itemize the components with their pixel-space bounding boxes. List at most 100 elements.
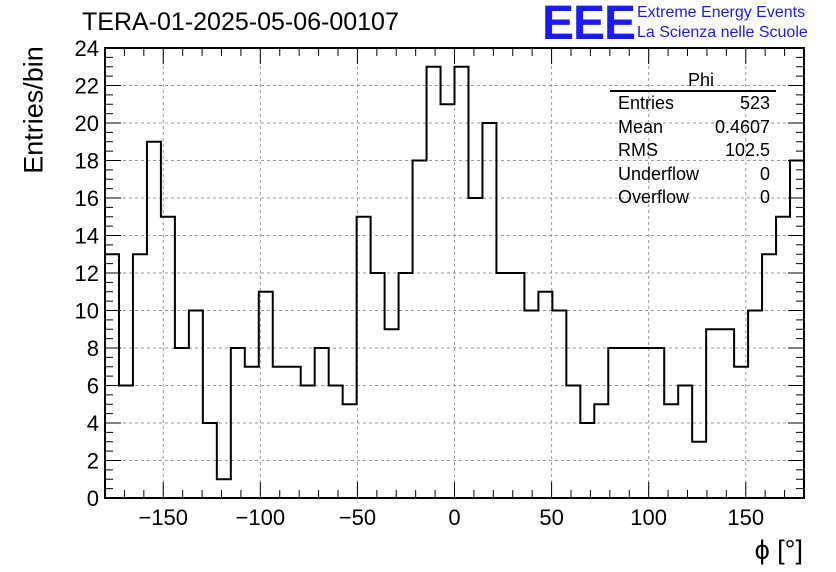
histogram-bin: [441, 104, 455, 498]
chart-title: TERA-01-2025-05-06-00107: [82, 8, 399, 36]
y-tick-label: 10: [75, 299, 99, 324]
y-tick-label: 2: [87, 449, 99, 474]
stats-row: Underflow 0: [610, 163, 776, 187]
y-tick-label: 24: [75, 36, 99, 61]
x-axis-label: ϕ [°]: [754, 535, 803, 565]
histogram-bin: [482, 123, 496, 498]
stats-title: Phi: [610, 70, 776, 92]
y-tick-label: 12: [75, 261, 99, 286]
y-tick-label: 20: [75, 111, 99, 136]
stats-label: Overflow: [618, 187, 690, 207]
histogram-bin: [552, 311, 566, 499]
histogram-bin: [175, 348, 189, 498]
histogram-bin: [720, 329, 734, 498]
histogram-bin: [706, 329, 720, 498]
histogram-bin: [203, 423, 217, 498]
stats-value: 0.4607: [714, 116, 770, 137]
y-tick-label: 14: [75, 224, 99, 249]
histogram-bin: [608, 348, 622, 498]
x-tick-label: −50: [339, 505, 376, 530]
histogram-bin: [385, 329, 399, 498]
histogram-bin: [245, 367, 259, 498]
stats-value: 0: [759, 187, 770, 207]
y-tick-label: 0: [87, 486, 99, 511]
histogram-bin: [273, 367, 287, 498]
histogram-bin: [301, 386, 315, 499]
histogram-bin: [147, 142, 161, 498]
histogram-bin: [231, 348, 245, 498]
stats-value: 523: [739, 93, 770, 113]
histogram-bin: [315, 348, 329, 498]
histogram-bin: [287, 367, 301, 498]
histogram-bin: [133, 254, 147, 498]
x-tick-label: −150: [138, 505, 188, 530]
logo-caption: Extreme Energy Events La Scienza nelle S…: [637, 3, 808, 43]
histogram-bin: [790, 161, 804, 499]
axis-ticks: [105, 47, 804, 499]
histogram-bin: [468, 198, 482, 498]
stats-label: Underflow: [618, 163, 700, 184]
x-tick-label: 100: [630, 505, 667, 530]
histogram-bin: [650, 348, 664, 498]
histogram-bin: [496, 273, 510, 498]
histogram-bin: [399, 273, 413, 498]
histogram-bin: [161, 217, 175, 498]
x-tick-label: 150: [727, 505, 764, 530]
y-tick-label: 8: [87, 336, 99, 361]
y-tick-label: 6: [87, 374, 99, 399]
x-tick-label: −100: [236, 505, 286, 530]
stats-value: 0: [759, 163, 770, 184]
stats-value: 102.5: [724, 140, 770, 160]
histogram-bin: [538, 292, 552, 498]
y-tick-label: 16: [75, 186, 99, 211]
histogram-bin: [524, 311, 538, 499]
histogram-bin: [622, 348, 636, 498]
stats-row: Mean 0.4607: [610, 116, 776, 140]
histogram-bin: [343, 404, 357, 498]
stats-label: RMS: [618, 140, 658, 160]
histogram-bin: [762, 254, 776, 498]
logo-caption-line2: La Scienza nelle Scuole: [637, 24, 808, 41]
stats-label: Mean: [618, 116, 664, 137]
histogram-bin: [357, 217, 371, 498]
histogram-bin: [664, 404, 678, 498]
stats-row: RMS 102.5: [610, 139, 776, 163]
x-tick-label: 50: [539, 505, 563, 530]
histogram-bin: [566, 386, 580, 499]
histogram-bin: [119, 386, 133, 499]
histogram-bin: [692, 442, 706, 498]
histogram-bin: [594, 404, 608, 498]
histogram-bin: [734, 367, 748, 498]
histogram-bin: [580, 423, 594, 498]
stats-rows: Entries 523 Mean 0.4607 RMS 102.5 Underflow 0 Ov…: [610, 92, 776, 210]
histogram-outline: [105, 65, 804, 481]
stats-row: Overflow 0: [610, 186, 776, 210]
histogram-bin: [105, 254, 119, 498]
stats-label: Entries: [618, 93, 675, 113]
histogram-bins: [105, 65, 804, 499]
histogram-bin: [455, 67, 469, 498]
histogram-bin: [189, 311, 203, 499]
histogram-bin: [636, 348, 650, 498]
histogram-bin: [427, 67, 441, 498]
y-tick-label: 22: [75, 74, 99, 99]
logo-caption-line1: Extreme Energy Events: [637, 4, 806, 21]
stats-row: Entries 523: [610, 92, 776, 116]
histogram-bin: [259, 292, 273, 498]
plot-frame: [104, 47, 805, 499]
y-tick-label: 18: [75, 149, 99, 174]
histogram-bin: [217, 479, 231, 498]
x-tick-label: 0: [448, 505, 460, 530]
histogram-bin: [371, 273, 385, 498]
histogram-bin: [748, 311, 762, 499]
histogram-bin: [329, 386, 343, 499]
histogram-bin: [510, 273, 524, 498]
stats-box: Phi Entries 523 Mean 0.4607 RMS 102.5 Underflo…: [610, 70, 776, 210]
grid-lines: [105, 48, 804, 498]
y-tick-label: 4: [87, 411, 99, 436]
histogram-bin: [678, 386, 692, 499]
eee-logo: EEE: [542, 0, 636, 50]
histogram-bin: [776, 217, 790, 498]
